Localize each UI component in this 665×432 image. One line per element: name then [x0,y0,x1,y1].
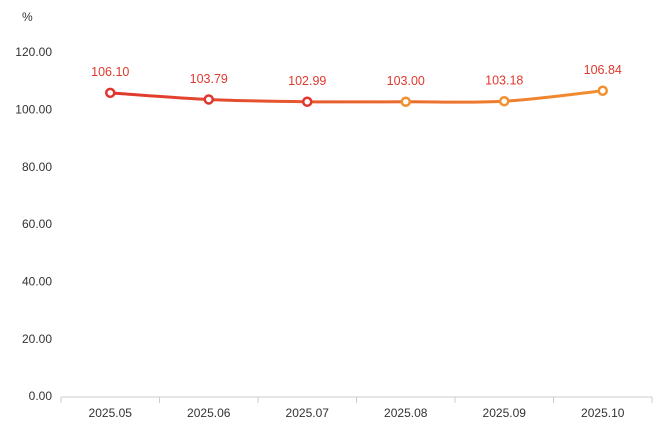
y-axis-label: % [22,10,33,24]
value-label: 102.99 [288,74,326,88]
y-tick-label: 0.00 [29,389,53,403]
value-label: 103.79 [190,72,228,86]
y-tick-label: 40.00 [22,275,52,289]
value-label: 103.18 [485,74,523,88]
point [400,96,411,107]
y-tick-label: 60.00 [22,217,52,231]
point [302,96,313,108]
y-tick-label: 120.00 [15,45,52,59]
value-label: 103.00 [387,74,425,88]
x-tick-label: 2025.07 [286,406,330,420]
point [499,95,510,107]
x-tick-label: 2025.06 [187,406,231,420]
point [597,85,608,96]
x-tick-label: 2025.08 [384,406,428,420]
point [105,87,116,99]
y-tick-label: 100.00 [15,103,52,117]
x-tick-label: 2025.10 [581,406,625,420]
value-label: 106.84 [584,63,622,77]
y-tick-label: 80.00 [22,160,52,174]
x-tick-label: 2025.05 [89,406,133,420]
line [110,89,603,104]
point [203,94,214,105]
y-tick-label: 20.00 [22,332,52,346]
value-label: 106.10 [91,65,129,79]
x-tick-label: 2025.09 [483,406,527,420]
